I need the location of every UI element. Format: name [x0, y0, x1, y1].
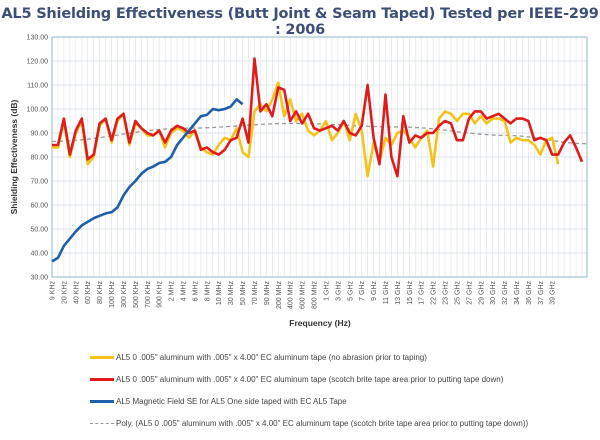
- y-tick-label: 60.00: [30, 203, 48, 210]
- legend-label: Poly. (AL5 0 .005" aluminum with .005" x…: [116, 418, 529, 428]
- x-axis-label: Frequency (Hz): [289, 318, 351, 328]
- x-tick-label: 39 GHz: [550, 281, 557, 305]
- x-tick-label: 500 KHz: [133, 281, 140, 308]
- x-tick-label: 200 MHz: [276, 281, 283, 310]
- legend-swatch: [90, 377, 114, 381]
- x-tick-label: 10 MHz: [216, 281, 223, 306]
- x-tick-label: 6 MHz: [192, 281, 199, 302]
- legend-swatch: [90, 355, 114, 359]
- x-tick-label: 5 GHz: [347, 281, 354, 301]
- x-tick-label: 34 GHz: [514, 281, 521, 305]
- x-tick-label: 20 KHz: [61, 281, 68, 304]
- legend-label: AL5 Magnetic Field SE for AL5 One side t…: [116, 396, 347, 406]
- x-tick-label: 36 GHz: [526, 281, 533, 305]
- legend-label: AL5 0 .005" aluminum with .005" x 4.00" …: [116, 374, 504, 384]
- x-tick-label: 600 MHz: [300, 281, 307, 310]
- legend-swatch: [90, 399, 114, 403]
- x-tick-label: 30 GHz: [490, 281, 497, 305]
- x-tick-label: 9 GHz: [371, 281, 378, 301]
- x-tick-label: 80 KHz: [97, 281, 104, 304]
- legend-item: Poly. (AL5 0 .005" aluminum with .005" x…: [90, 412, 600, 434]
- x-tick-label: 2 MHz: [169, 281, 176, 302]
- legend: AL5 0 .005" aluminum with .005" x 4.00" …: [90, 346, 600, 434]
- y-tick-label: 100.00: [27, 107, 49, 114]
- x-tick-label: 30 MHz: [228, 281, 235, 306]
- y-tick-label: 30.00: [30, 275, 48, 282]
- y-tick-label: 130.00: [27, 35, 49, 42]
- x-tick-label: 13 GHz: [395, 281, 402, 305]
- x-tick-label: 9 KHz: [50, 281, 57, 301]
- x-tick-label: 4 MHz: [181, 281, 188, 302]
- y-tick-label: 50.00: [30, 227, 48, 234]
- y-axis-label: Shielding Effectiveness (dB): [9, 99, 19, 214]
- x-tick-label: 37 GHz: [538, 281, 545, 305]
- chart-title: AL5 Shielding Effectiveness (Butt Joint …: [1, 6, 599, 38]
- x-tick-label: 8 MHz: [204, 281, 211, 302]
- x-tick-label: 900 KHz: [157, 281, 164, 308]
- series-line-poly-trend: [51, 122, 588, 145]
- x-tick-label: 32 GHz: [502, 281, 509, 305]
- y-tick-label: 40.00: [30, 251, 48, 258]
- x-tick-label: 70 MHz: [252, 281, 259, 306]
- x-tick-label: 50 MHz: [240, 281, 247, 306]
- x-tick-label: 90 MHz: [264, 281, 271, 306]
- x-tick-label: 3 GHz: [335, 281, 342, 301]
- x-tick-label: 15 GHz: [407, 281, 414, 305]
- x-tick-label: 300 KHz: [121, 281, 128, 308]
- y-tick-label: 120.00: [27, 59, 49, 66]
- x-tick-label: 17 GHz: [419, 281, 426, 305]
- x-tick-label: 23 GHz: [443, 281, 450, 305]
- y-tick-label: 110.00: [27, 83, 48, 90]
- x-tick-label: 11 GHz: [383, 281, 390, 305]
- x-tick-label: 40 KHz: [73, 281, 80, 304]
- plot-area: [51, 36, 588, 278]
- x-tick-label: 1 GHz: [323, 281, 330, 301]
- legend-item: AL5 Magnetic Field SE for AL5 One side t…: [90, 390, 600, 412]
- x-tick-label: 29 GHz: [478, 281, 485, 305]
- x-tick-label: 800 MHz: [312, 281, 319, 310]
- x-tick-label: 60 KHz: [85, 281, 92, 304]
- x-tick-label: 100 KHz: [109, 281, 116, 308]
- x-tick-label: 27 GHz: [466, 281, 473, 305]
- legend-item: AL5 0 .005" aluminum with .005" x 4.00" …: [90, 346, 600, 368]
- y-tick-label: 80.00: [30, 155, 48, 162]
- series-line-red: [52, 57, 584, 178]
- x-tick-label: 25 GHz: [454, 281, 461, 305]
- y-tick-label: 70.00: [30, 179, 48, 186]
- x-tick-label: 22 GHz: [431, 281, 438, 305]
- x-tick-label: 400 MHz: [288, 281, 295, 310]
- legend-item: AL5 0 .005" aluminum with .005" x 4.00" …: [90, 368, 600, 390]
- series-line-blue: [51, 98, 244, 263]
- x-tick-label: 700 KHz: [145, 281, 152, 308]
- legend-swatch: [90, 422, 114, 424]
- x-tick-label: 7 GHz: [359, 281, 366, 301]
- y-tick-label: 90.00: [30, 131, 48, 138]
- legend-label: AL5 0 .005" aluminum with .005" x 4.00" …: [116, 352, 427, 362]
